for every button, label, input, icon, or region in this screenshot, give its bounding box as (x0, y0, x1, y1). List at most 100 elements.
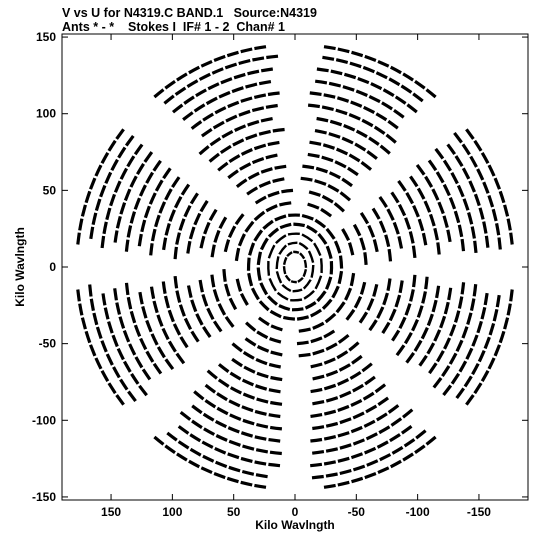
uv-track-segment (379, 144, 391, 155)
uv-track-segment (509, 232, 514, 245)
uv-track-segment (224, 283, 231, 297)
uv-track-segment (190, 120, 203, 130)
uv-track-segment (360, 161, 373, 171)
uv-track-segment (136, 163, 145, 175)
uv-track-segment (262, 219, 274, 230)
uv-track-segment (253, 229, 264, 242)
uv-track-segment (465, 347, 474, 360)
uv-track-segment (320, 207, 333, 218)
uv-track-segment (416, 187, 426, 200)
uv-track-segment (328, 171, 341, 180)
uv-track-segment (386, 278, 392, 292)
y-axis-title: Kilo Wavlngth (13, 227, 27, 307)
uv-track-segment (338, 363, 351, 372)
uv-track-segment (480, 151, 490, 164)
uv-track-segment (118, 316, 126, 329)
uv-track-segment (274, 164, 287, 170)
uv-track-segment (483, 336, 491, 350)
uv-track-segment (287, 241, 298, 246)
uv-track-segment (268, 388, 281, 394)
uv-track-segment (229, 386, 242, 395)
uv-track-segment (432, 377, 443, 389)
uv-track-segment (173, 246, 178, 260)
uv-track-segment (408, 231, 415, 244)
uv-track-segment (301, 213, 314, 221)
uv-track-segment (218, 90, 231, 99)
uv-track-segment (337, 404, 350, 413)
uv-track-segment (333, 240, 342, 254)
uv-track-segment (359, 237, 366, 251)
uv-track-segment (234, 213, 245, 226)
uv-track-segment (471, 362, 480, 376)
uv-track-segment (337, 378, 350, 386)
uv-track-segment (176, 72, 188, 82)
uv-track-segment (105, 353, 114, 366)
uv-track-segment (398, 280, 404, 294)
uv-track-segment (281, 283, 292, 292)
uv-track-segment (161, 327, 170, 341)
uv-track-segment (150, 228, 157, 242)
uv-track-segment (472, 284, 478, 297)
uv-track-segment (328, 81, 342, 88)
uv-track-segment (215, 434, 228, 442)
uv-track-segment (150, 333, 159, 346)
uv-track-segment (143, 151, 154, 163)
uv-track-segment (94, 357, 103, 370)
uv-track-segment (480, 306, 487, 320)
uv-track-segment (348, 113, 361, 121)
uv-track-segment (258, 300, 270, 312)
uv-track-segment (246, 186, 259, 196)
uv-track-segment (470, 226, 476, 239)
uv-track-segment (418, 354, 428, 367)
uv-track-segment (409, 175, 419, 188)
uv-track-segment (175, 352, 186, 365)
x-tick-label: 100 (162, 505, 182, 519)
uv-track-segment (315, 79, 328, 85)
uv-track-segment (240, 480, 253, 487)
uv-track-segment (298, 242, 309, 251)
uv-track-segment (378, 195, 388, 208)
uv-track-segment (403, 438, 416, 448)
uv-track-segment (343, 72, 357, 80)
uv-track-segment (89, 226, 95, 240)
uv-track-segment (434, 147, 445, 160)
uv-track-segment (241, 405, 254, 413)
uv-track-segment (242, 444, 255, 451)
uv-track-segment (240, 47, 253, 54)
uv-track-segment (463, 375, 473, 388)
uv-track-segment (153, 88, 165, 99)
uv-track-segment (252, 56, 265, 62)
uv-track-segment (200, 466, 213, 475)
uv-track-segment (372, 239, 379, 253)
uv-track-segment (388, 77, 401, 87)
uv-track-segment (270, 375, 283, 382)
uv-track-segment (335, 301, 346, 314)
uv-track-segment (213, 54, 226, 62)
uv-track-segment (403, 332, 413, 345)
uv-track-segment (214, 106, 227, 115)
uv-track-segment (89, 344, 97, 357)
uv-track-segment (492, 308, 499, 322)
uv-track-segment (411, 318, 419, 332)
uv-track-segment (364, 54, 377, 62)
uv-track-segment (178, 218, 186, 231)
uv-track-segment (304, 301, 317, 310)
uv-track-segment (229, 371, 242, 381)
uv-track-segment (405, 192, 415, 205)
uv-track-segment (100, 340, 108, 353)
uv-track-segment (224, 62, 238, 70)
uv-track-segment (348, 341, 360, 352)
uv-track-segment (477, 349, 486, 363)
uv-track-segment (153, 435, 165, 446)
uv-track-segment (414, 444, 426, 455)
uv-track-segment (248, 242, 256, 256)
uv-track-segment (421, 232, 428, 246)
uv-track-segment (448, 352, 458, 365)
uv-track-segment (202, 326, 212, 339)
uv-track-segment (115, 128, 125, 140)
uv-track-segment (105, 207, 112, 221)
x-tick-label: -100 (406, 505, 430, 519)
uv-track-segment (190, 299, 198, 313)
uv-track-segment (234, 124, 247, 132)
uv-track-segment (186, 240, 192, 254)
